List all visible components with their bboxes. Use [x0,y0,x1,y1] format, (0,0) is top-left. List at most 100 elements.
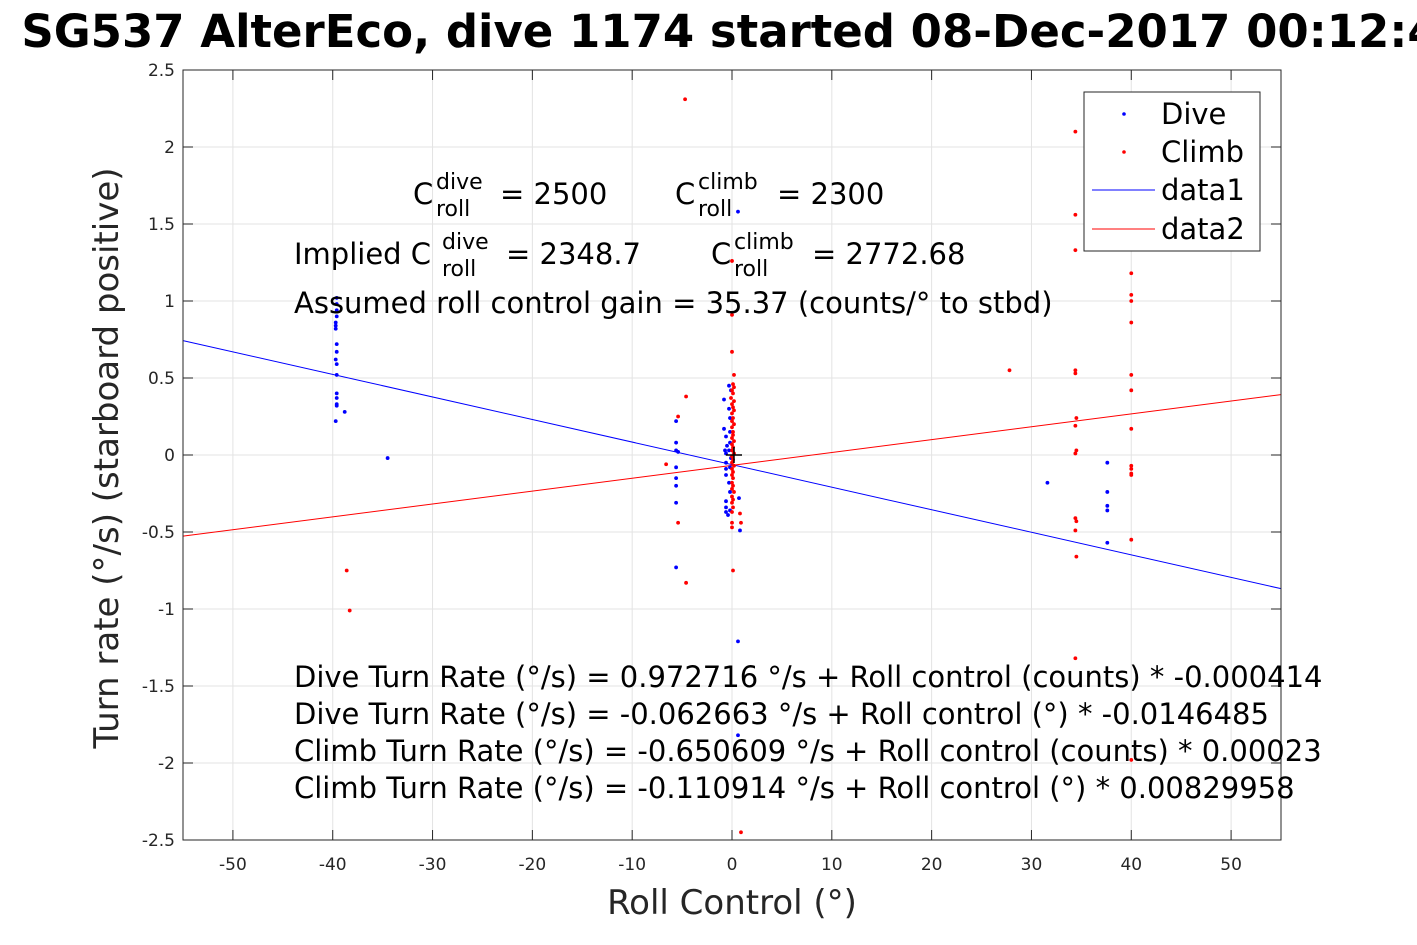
dive-point [1105,503,1110,508]
climb-degrees-equation: Climb Turn Rate (°/s) = -0.110914 °/s + … [294,771,1295,805]
dive-point [724,434,728,439]
implied-climb-value: = 2772.68 [812,237,965,271]
dive-point [334,396,339,400]
climb-point [676,520,680,525]
climb-point [730,494,734,499]
climb-point [1073,451,1078,456]
climb-point [730,442,734,447]
climb-point [1073,371,1078,376]
dive-point [724,510,728,514]
climb-point [344,568,349,573]
y-tick-label: 0.5 [148,369,175,389]
dive-point [724,473,728,477]
climb-point [731,405,735,410]
dive-point [1105,508,1110,513]
implied-dive-subscript: roll [442,257,476,282]
climb-point [730,480,734,485]
climb-point [1007,368,1012,373]
dive-point [674,476,679,480]
c-roll-annotation: C dive roll = 2500 C climb roll = 2300 [413,170,884,222]
climb-point [731,476,735,480]
legend-climb-label: Climb [1161,135,1244,169]
climb-point [730,466,734,471]
climb-point [730,425,734,430]
x-axis-label: Roll Control (°) [607,883,857,923]
x-tick-label: 10 [821,855,843,875]
y-tick-label: 1.5 [148,215,175,235]
climb-point [731,497,735,502]
x-tick-label: 30 [1021,855,1043,875]
dive-degrees-equation: Dive Turn Rate (°/s) = -0.062663 °/s + R… [294,697,1269,731]
implied-prefix: Implied C [294,237,431,271]
climb-point [1073,129,1078,134]
climb-point [730,448,734,453]
implied-dive-value: = 2348.7 [506,237,641,271]
dive-point [728,416,732,420]
dive-point [333,320,338,325]
y-tick-label: -1 [158,600,175,620]
dive-point [738,528,742,533]
climb-point [1129,271,1134,276]
fit-equations: Dive Turn Rate (°/s) = 0.972716 °/s + Ro… [294,660,1322,805]
dive-point [334,302,339,306]
climb-point [730,419,734,424]
dive-point [724,460,728,465]
x-tick-label: 40 [1120,855,1142,875]
x-tick-label: -10 [618,855,646,875]
x-tick-label: 50 [1220,855,1242,875]
climb-point [1129,320,1134,325]
x-tick-label: -20 [518,855,546,875]
fit-line-data1 [182,340,1282,590]
climb-point [730,525,734,530]
axis-ticks [183,69,1281,841]
climb-point [1073,516,1078,521]
legend-climb-marker [1122,150,1126,154]
climb-point [732,408,736,413]
climb-point [1073,368,1078,373]
dive-point [674,440,679,445]
y-tick-label: 1 [164,292,175,312]
dive-point [724,466,728,471]
dive-point [334,342,339,347]
climb-counts-equation: Climb Turn Rate (°/s) = -0.650609 °/s + … [294,734,1322,768]
dive-point [333,419,338,424]
dive-point [724,499,728,504]
climb-point [730,486,734,491]
climb-point [730,473,734,477]
x-tick-label: 0 [727,855,738,875]
climb-point [1129,466,1134,471]
climb-point [732,385,736,390]
climb-point [731,391,735,396]
x-tick-label: -50 [219,855,247,875]
dive-point [334,391,339,396]
origin-marker [726,447,742,463]
climb-point [1129,292,1134,297]
c-dive-value: = 2500 [500,177,607,211]
climb-point [730,520,734,525]
climb-point [1129,373,1134,377]
climb-point [684,394,688,399]
climb-point [730,349,734,354]
climb-point [1074,448,1079,453]
dive-point [674,565,679,570]
implied-climb-prefix: C [711,237,731,271]
c-climb-superscript: climb [698,170,758,195]
climb-point [1073,656,1078,661]
climb-point [730,510,734,514]
climb-point [676,414,680,419]
dive-point [333,323,338,328]
dive-point [674,465,679,470]
chart-title: SG537 AlterEco, dive 1174 started 08-Dec… [21,5,1417,58]
implied-climb-subscript: roll [734,257,768,282]
dive-point [728,430,732,434]
dive-point [334,403,339,408]
climb-point [731,470,735,474]
dive-point [724,505,728,510]
dive-point [728,490,732,494]
climb-point [730,460,734,465]
climb-point [731,505,735,510]
climb-point [731,568,735,573]
climb-point [730,259,734,263]
implied-dive-superscript: dive [442,230,489,255]
